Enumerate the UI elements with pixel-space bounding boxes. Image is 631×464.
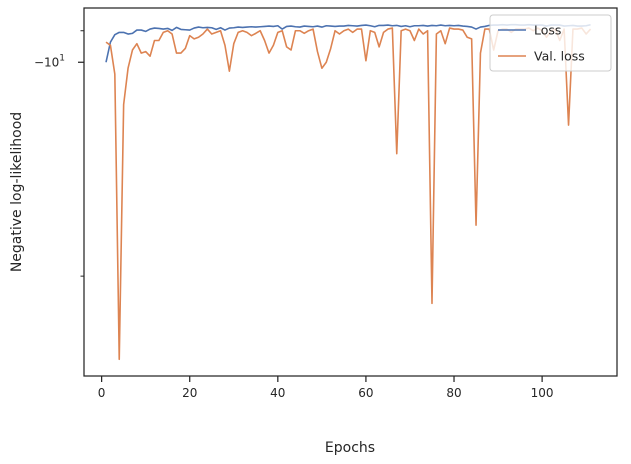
x-axis: 0 20 40 60 80 100 — [98, 376, 554, 400]
x-tick-label: 80 — [446, 386, 461, 400]
plot-frame — [83, 7, 618, 377]
plot-lines — [105, 23, 592, 361]
y-axis: −101 — [34, 30, 84, 277]
x-tick-label: 40 — [270, 386, 285, 400]
series-line-val-loss — [105, 27, 592, 361]
x-tick-label: 0 — [98, 386, 106, 400]
x-axis-label: Epochs — [325, 440, 375, 456]
x-tick-label: 60 — [358, 386, 373, 400]
legend-label-val-loss: Val. loss — [534, 49, 585, 64]
legend-box — [489, 14, 612, 72]
y-tick-label: −101 — [34, 53, 65, 69]
x-tick-label: 20 — [182, 386, 197, 400]
y-axis-label: Negative log-likelihood — [9, 112, 25, 272]
legend: Loss Val. loss — [489, 14, 612, 72]
x-tick-label: 100 — [531, 386, 554, 400]
legend-label-loss: Loss — [534, 23, 561, 38]
